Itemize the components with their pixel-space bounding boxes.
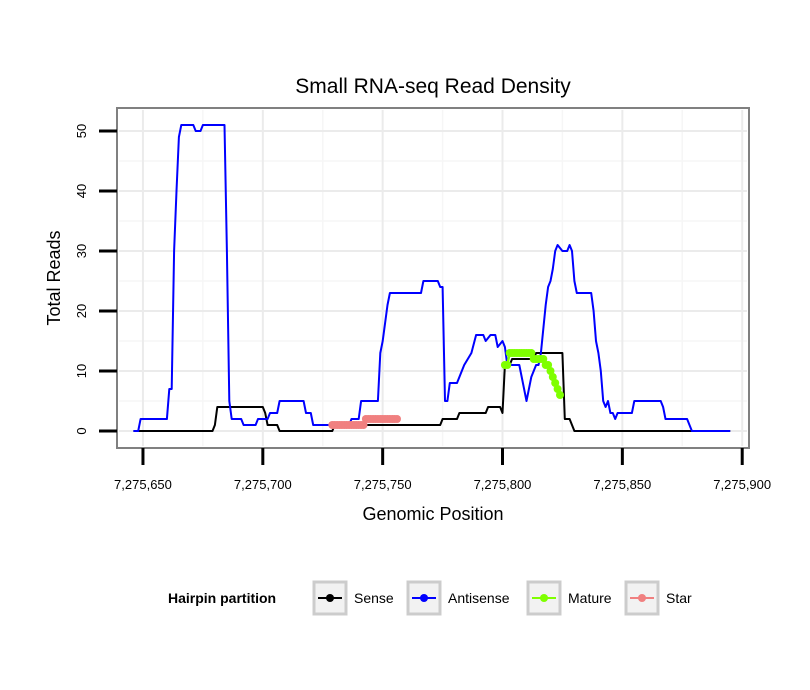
legend-key-point-sense: [326, 594, 334, 602]
series-point-mature-19: [546, 367, 555, 375]
y-tick-label-2: 20: [74, 304, 89, 318]
series-point-mature-18: [544, 361, 553, 369]
x-tick-label-5: 7,275,900: [713, 477, 771, 492]
legend-key-point-antisense: [420, 594, 428, 602]
legend-label-star: Star: [666, 590, 692, 606]
series-point-mature-16: [539, 355, 548, 363]
series-point-star-27: [393, 415, 401, 423]
legend: Hairpin partition Sense Antisense Mature St…: [168, 580, 692, 616]
x-axis: 7,275,650 7,275,700 7,275,750 7,275,800 7,27…: [114, 448, 771, 492]
x-tick-label-3: 7,275,800: [474, 477, 532, 492]
series-point-mature-1: [503, 361, 512, 369]
plot-panel: [116, 107, 750, 449]
y-tick-label-0: 0: [74, 427, 89, 434]
y-axis: 0 10 20 30 40 50: [74, 124, 117, 435]
series-line-antisense: [133, 124, 731, 432]
x-tick-label-1: 7,275,700: [234, 477, 292, 492]
series-point-mature-11: [527, 349, 536, 357]
chart-title: Small RNA-seq Read Density: [295, 75, 571, 98]
y-axis-title: Total Reads: [44, 230, 64, 325]
legend-label-antisense: Antisense: [448, 590, 510, 606]
legend-label-mature: Mature: [568, 590, 612, 606]
series-point-mature-20: [548, 373, 557, 381]
legend-key-point-mature: [540, 594, 548, 602]
x-tick-label-0: 7,275,650: [114, 477, 172, 492]
y-tick-label-1: 10: [74, 364, 89, 378]
x-tick-label-2: 7,275,750: [354, 477, 412, 492]
series-layer: [133, 124, 731, 432]
y-tick-label-5: 50: [74, 124, 89, 138]
y-tick-label-3: 30: [74, 244, 89, 258]
legend-label-sense: Sense: [354, 590, 394, 606]
legend-key-point-star: [638, 594, 646, 602]
grid-lines: [119, 110, 747, 446]
series-point-mature-23: [556, 391, 564, 399]
y-tick-label-4: 40: [74, 184, 89, 198]
series-point-star-13: [359, 421, 368, 429]
series-point-mature-21: [551, 379, 560, 387]
x-tick-label-4: 7,275,850: [593, 477, 651, 492]
x-axis-title: Genomic Position: [362, 504, 503, 524]
series-point-mature-22: [553, 385, 562, 393]
legend-title: Hairpin partition: [168, 590, 276, 606]
